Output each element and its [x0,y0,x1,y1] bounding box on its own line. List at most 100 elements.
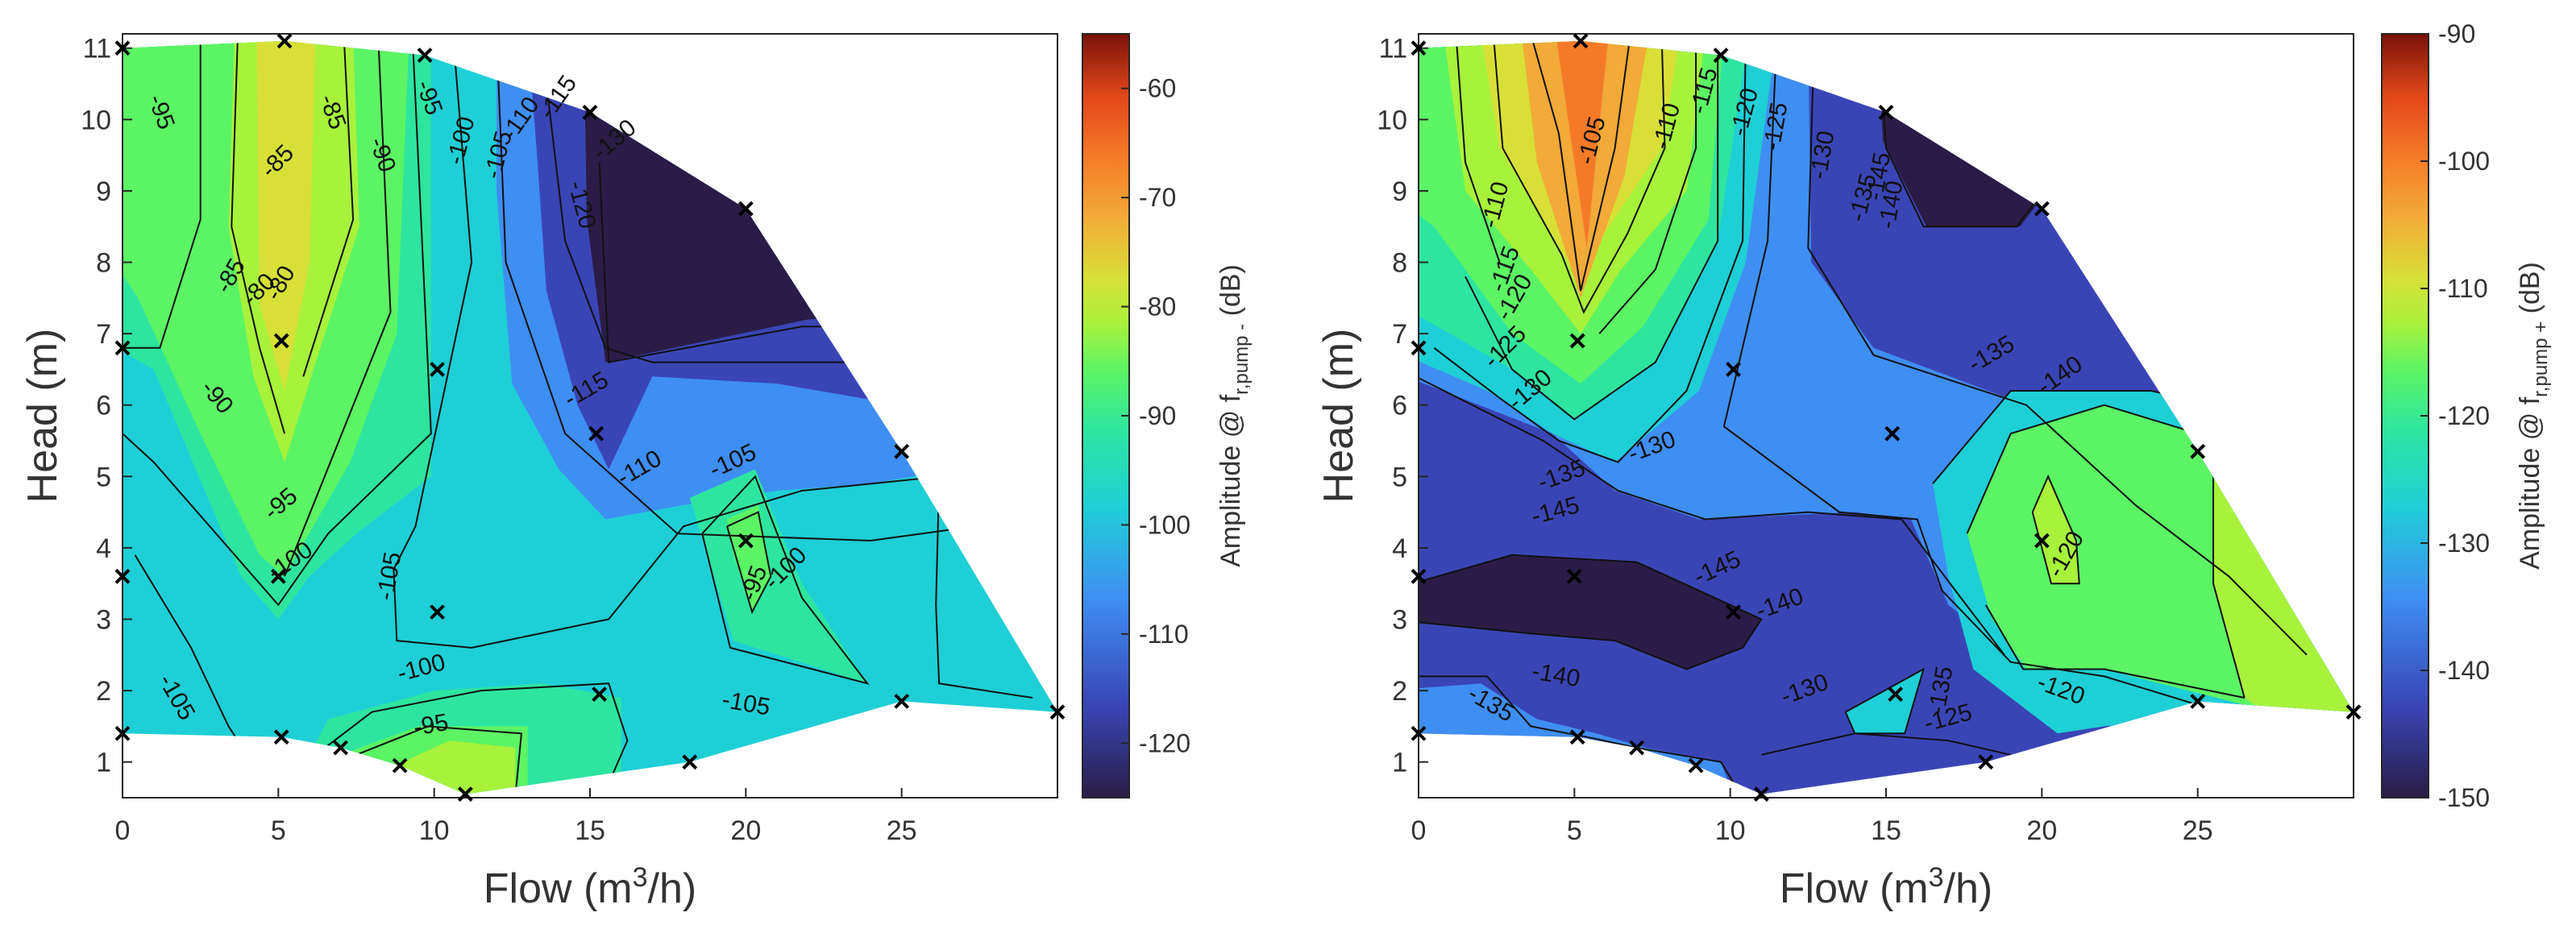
measurement-point [737,201,754,217]
measurement-point [114,568,131,584]
colorbar-tick-label: -110 [2438,274,2488,303]
contour-line [2212,426,2246,699]
measurement-point [1566,568,1582,584]
contour-line [284,40,392,577]
measurement-point [392,757,408,774]
y-tick-label: 9 [96,176,111,207]
right-contour-fill [1419,40,2354,794]
x-tick-label: 10 [1715,815,1746,846]
contour-band [1876,40,2167,227]
x-tick-label: 5 [271,815,286,846]
colorbar-tick-label: -120 [1139,728,1190,757]
contour-line [2031,474,2080,585]
measurement-point [2190,693,2206,709]
colorbar-tick-label: -70 [1139,183,1176,212]
left-x-axis-label: Flow (m3/h) [484,862,696,912]
y-tick-label: 8 [96,248,111,279]
contour-band [727,504,771,612]
measurement-point [1726,604,1741,620]
measurement-point [270,568,286,584]
x-tick-label: 20 [730,815,761,846]
measurement-point [737,533,754,549]
contour-line [726,511,772,615]
measurement-point [1888,686,1904,702]
contour-line [1598,40,1697,334]
measurement-point [1411,568,1427,584]
contour-line [1492,40,1666,314]
y-tick-label: 5 [96,462,111,492]
measurement-point [430,604,445,620]
contour-band [1845,669,1924,734]
left-contour-fill [123,40,1057,794]
measurement-point [1726,361,1741,377]
right-y-axis-label: Head (m) [1315,329,1362,504]
contour-line [545,83,870,363]
measurement-point [2034,201,2050,217]
measurement-point [894,443,910,459]
left-y-ticks: 1 2 3 4 5 6 7 8 9 10 11 [81,34,132,778]
y-tick-label: 11 [1379,34,1407,64]
right-y-ticks: 1 2 3 4 5 6 7 8 9 10 11 [1377,34,1428,778]
contour-line [1455,40,1501,263]
contour-line [123,40,432,607]
contour-band [256,40,316,391]
left-y-axis-label: Head (m) [19,329,66,504]
contour-line [1844,667,1926,735]
contour-line [935,483,1033,699]
measurement-point [114,40,131,56]
measurement-point [114,340,131,356]
contour-line [355,725,522,794]
measurement-point [682,754,698,770]
measurement-point [276,33,293,49]
measurement-point [1569,729,1585,745]
contour-line [1807,40,2308,656]
y-tick-label: 2 [1392,676,1407,707]
y-tick-label: 3 [1392,605,1407,636]
contour-line [1419,361,2005,656]
measurement-point [894,693,910,709]
measurement-point [273,729,289,745]
contour-band [2213,426,2354,794]
measurement-point [2034,533,2050,549]
y-tick-label: 5 [1392,462,1407,492]
measurement-point [582,105,598,120]
y-tick-label: 11 [83,34,111,64]
y-tick-label: 1 [96,748,111,778]
y-tick-label: 10 [1377,105,1407,135]
measurement-point [1753,786,1769,802]
measurement-point [1878,105,1894,120]
contour-line [1465,40,1719,421]
contour-line [1966,404,2198,534]
x-tick-label: 20 [2026,815,2057,846]
y-tick-label: 7 [1392,319,1407,350]
right-measurement-points [1411,33,2362,802]
y-tick-label: 4 [1392,533,1407,564]
measurement-point [114,725,131,741]
x-tick-label: 25 [887,815,917,846]
contour-line [496,40,1027,542]
right-colorbar-label: Amplitude @ fr,pump + (dB) [2515,262,2552,570]
y-tick-label: 3 [96,605,111,636]
y-tick-label: 6 [1392,391,1407,421]
measurement-point [417,48,433,63]
contour-line [315,682,629,791]
contour-line [1761,732,2011,756]
left-measurement-points [114,33,1066,802]
contour-line [1419,554,1763,670]
measurement-point [592,686,608,702]
x-tick-label: 10 [419,815,450,846]
contour-band [1419,554,1762,670]
measurement-point [430,361,445,377]
right-contour-lines [1419,40,2354,794]
contour-line [1530,40,1631,292]
y-tick-label: 4 [96,533,111,564]
measurement-point [2345,704,2362,720]
left-colorbar-ticks: -60 -70 -80 -90 -100 -110 -120 [1121,74,1190,757]
measurement-point [1411,40,1427,56]
colorbar-tick-label: -100 [2438,147,2490,176]
y-tick-label: 6 [96,391,111,421]
contour-line [123,40,202,349]
y-tick-label: 2 [96,676,111,707]
